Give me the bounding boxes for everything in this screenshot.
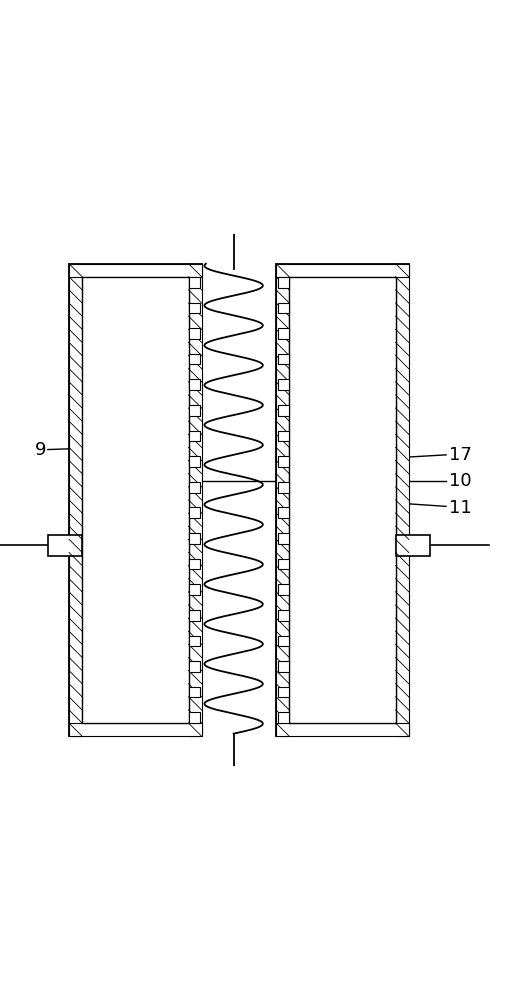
Bar [189,379,200,390]
Bar [189,328,200,339]
Bar [189,277,200,288]
Bar [278,303,289,313]
Bar [289,277,396,723]
Bar [189,264,202,736]
Bar [189,507,200,518]
Bar [276,723,409,736]
Text: 10: 10 [449,472,472,490]
Bar [396,264,409,736]
Bar [396,535,430,556]
Bar [278,559,289,569]
Bar [278,712,289,723]
Bar [189,303,200,313]
Bar [189,354,200,364]
Bar [278,354,289,364]
Bar [278,610,289,621]
Bar [278,431,289,441]
Bar [278,379,289,390]
Text: 17: 17 [449,446,472,464]
Bar [69,264,202,736]
Bar [189,712,200,723]
Bar [69,264,202,277]
Bar [276,264,409,736]
Text: 9: 9 [35,441,46,459]
Bar [189,456,200,467]
Bar [276,264,289,736]
Bar [189,636,200,646]
Bar [278,636,289,646]
Bar [189,584,200,595]
Bar [82,277,189,723]
Bar [278,687,289,697]
Bar [69,723,202,736]
Bar [278,482,289,493]
Bar [278,584,289,595]
Bar [189,482,200,493]
Bar [278,661,289,672]
Bar [48,535,82,556]
Bar [278,456,289,467]
Bar [189,533,200,544]
Bar [189,405,200,416]
Bar [189,431,200,441]
Bar [278,328,289,339]
Bar [189,559,200,569]
Bar [278,507,289,518]
Bar [189,610,200,621]
Text: 11: 11 [449,499,472,517]
Bar [69,264,82,736]
Bar [278,533,289,544]
Bar [189,687,200,697]
Bar [278,405,289,416]
Bar [278,277,289,288]
Bar [276,264,409,277]
Bar [189,661,200,672]
